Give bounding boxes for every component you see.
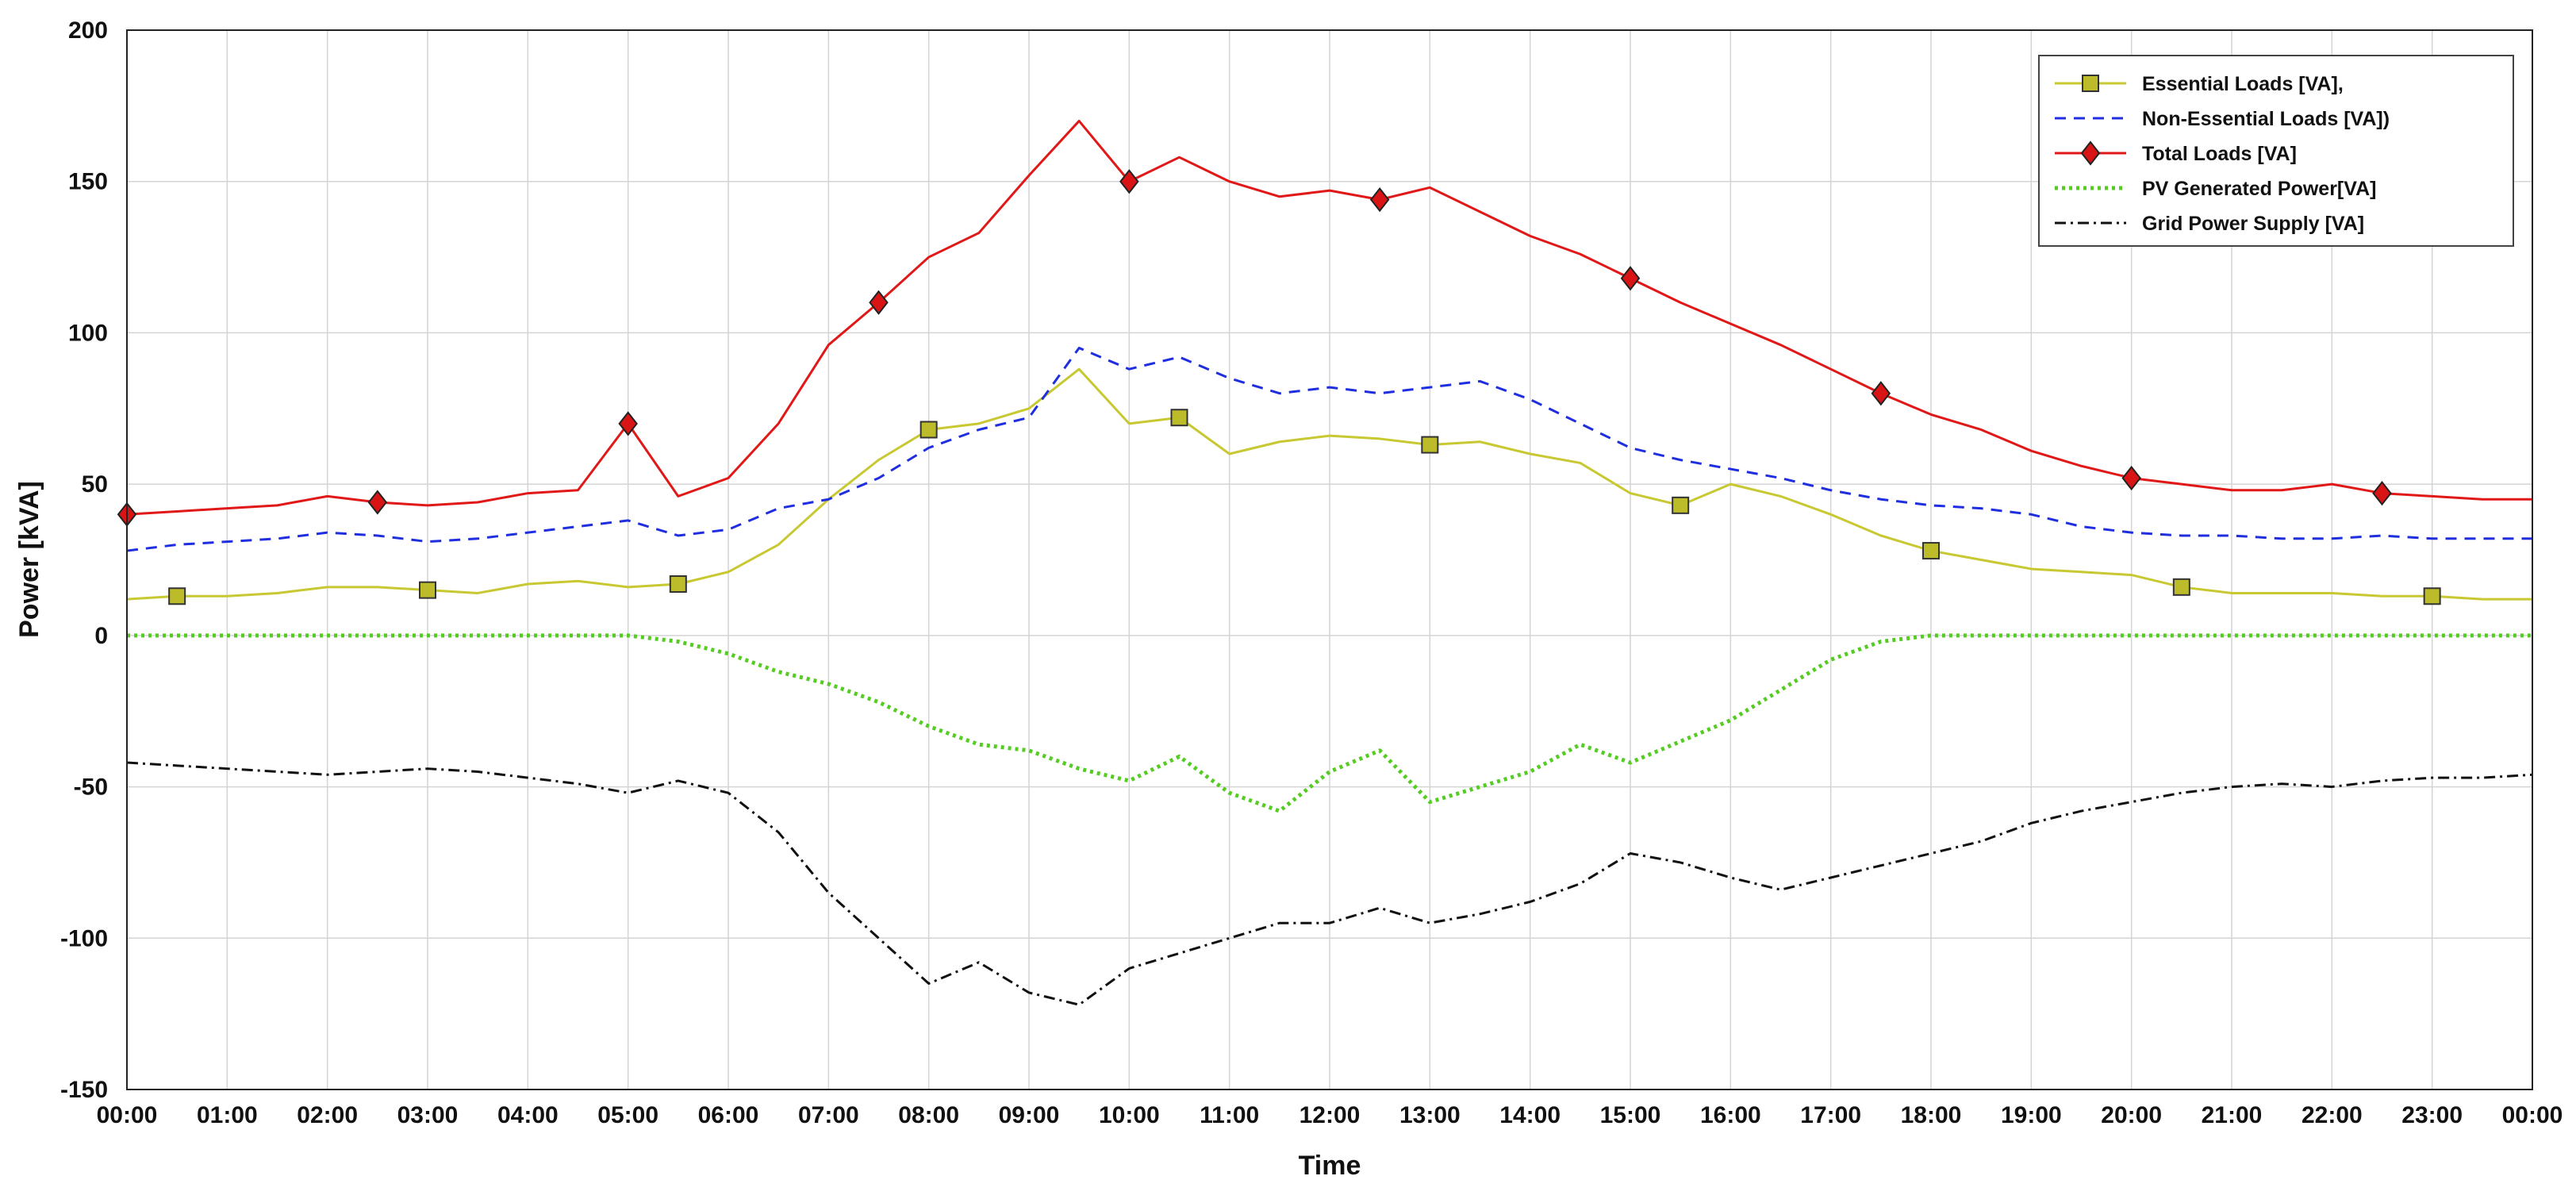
x-tick-labels: 00:00 01:00 02:00 03:00 04:00 05:00 06:00 07:00… [97,1102,2563,1128]
data-point-square [2172,578,2190,596]
data-point-square [669,575,687,594]
x-tick-label: 04:00 [497,1102,559,1128]
y-tick-labels: -150 -100 -50 0 50 100 150 200 [60,17,108,1103]
y-tick-label: -50 [74,774,108,801]
legend: Essential Loads [VA], Non-Essential Loads… [2038,55,2514,247]
y-tick-label: 0 [94,623,108,649]
x-tick-label: 05:00 [597,1102,658,1128]
data-point-diamond [367,490,388,515]
data-point-diamond [2080,140,2101,166]
x-tick-label: 12:00 [1300,1102,1361,1128]
x-tick-label: 03:00 [397,1102,459,1128]
data-point-diamond [618,411,638,436]
series-line-1 [126,347,2532,552]
y-tick-label: -150 [60,1077,108,1103]
data-point-square [419,581,436,599]
x-tick-label: 09:00 [999,1102,1060,1128]
x-tick-label: 02:00 [297,1102,358,1128]
series-line-0 [126,367,2532,601]
x-tick-label: 23:00 [2401,1102,2463,1128]
series-line-3 [127,633,2532,813]
data-point-diamond [2121,465,2141,491]
series-line-4 [126,761,2533,1006]
x-tick-label: 17:00 [1800,1102,1861,1128]
data-point-square [1672,496,1690,514]
x-tick-label: 13:00 [1399,1102,1461,1128]
plot-frame [126,29,2533,1090]
legend-label-3: PV Generated Power[VA] [2142,178,2376,200]
x-tick-label: 06:00 [698,1102,759,1128]
data-point-square [168,587,186,605]
x-tick-label: 07:00 [798,1102,859,1128]
x-tick-label: 19:00 [2001,1102,2062,1128]
x-tick-label: 15:00 [1600,1102,1661,1128]
y-tick-label: 200 [68,17,108,44]
y-tick-label: -100 [60,925,108,951]
data-point-square [1922,542,1940,560]
legend-box [2038,55,2514,247]
data-point-diamond [1871,381,1891,406]
legend-label-4: Grid Power Supply [VA] [2142,213,2364,235]
x-tick-label: 10:00 [1099,1102,1160,1128]
x-tick-label: 00:00 [2502,1102,2563,1128]
x-tick-label: 11:00 [1200,1102,1259,1128]
legend-label-2: Total Loads [VA] [2142,143,2297,165]
data-point-square [2423,587,2441,605]
data-point-diamond [1369,186,1390,213]
data-point-square [2082,75,2099,92]
x-tick-label: 00:00 [97,1102,158,1128]
data-point-square [1421,436,1439,454]
x-tick-label: 20:00 [2101,1102,2162,1128]
x-axis-title: Time [1299,1151,1361,1181]
data-point-diamond [1620,266,1641,291]
data-point-diamond [1119,169,1139,194]
data-point-square [919,421,938,439]
y-tick-label: 100 [68,320,108,346]
legend-label-0: Essential Loads [VA], [2142,73,2344,95]
x-tick-label: 18:00 [1901,1102,1962,1128]
y-axis-title: Power [kVA] [14,481,44,638]
x-tick-label: 16:00 [1700,1102,1761,1128]
legend-label-1: Non-Essential Loads [VA]) [2142,108,2390,130]
y-tick-label: 50 [82,471,108,498]
x-tick-label: 01:00 [197,1102,258,1128]
x-tick-label: 22:00 [2302,1102,2363,1128]
data-point-square [1170,409,1188,427]
y-tick-label: 150 [68,169,108,195]
data-point-diamond [2372,480,2392,506]
x-tick-label: 21:00 [2202,1102,2263,1128]
x-tick-label: 08:00 [898,1102,959,1128]
data-point-diamond [869,290,889,315]
x-tick-label: 14:00 [1499,1102,1561,1128]
